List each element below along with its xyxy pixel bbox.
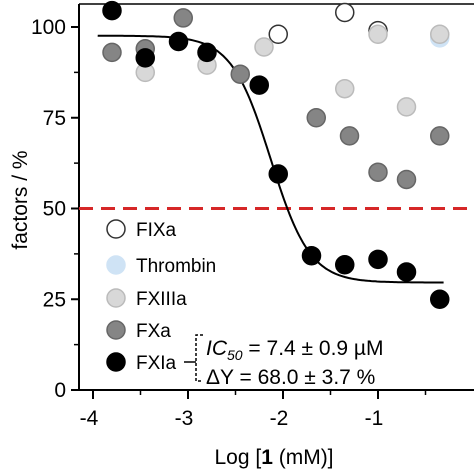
x-axis-label-prefix: Log [: [214, 446, 261, 469]
point-fxia: [249, 75, 269, 95]
point-fxia: [168, 31, 189, 52]
point-fxia: [135, 48, 155, 68]
point-fxiiia: [254, 37, 274, 57]
y-ticks: 0 25 50 75 100: [31, 16, 79, 402]
delta-y-annotation: ΔY = 68.0 ± 3.7 %: [206, 366, 375, 389]
point-fxia: [102, 0, 122, 21]
point-fxiiia: [368, 24, 388, 45]
fit-annotation: IC50 = 7.4 ± 0.9 µM ΔY = 68.0 ± 3.7 %: [184, 334, 384, 389]
annotation-bracket: [195, 334, 203, 382]
x-tick-label: -2: [270, 407, 289, 430]
y-tick-label: 75: [43, 107, 66, 130]
legend-marker-thrombin: [106, 255, 126, 275]
x-tick-label: -4: [80, 407, 99, 430]
legend-label-fixa: FIXa: [136, 220, 177, 241]
legend-label-fxa: FXa: [136, 321, 171, 342]
point-fxa: [396, 169, 417, 190]
x-axis-label-suffix: (mM)]: [273, 446, 334, 469]
point-fxa: [230, 64, 250, 84]
point-fxia: [368, 249, 388, 270]
legend-marker-fixa: [106, 219, 126, 239]
point-fxia: [301, 245, 322, 266]
point-fxa: [339, 126, 360, 146]
legend-label-fxiiia: FXIIIa: [136, 289, 187, 310]
legend: FIXa Thrombin FXIIIa FXa FXIa: [106, 219, 216, 374]
point-fxiiia: [335, 78, 355, 99]
point-fxia: [197, 42, 217, 63]
point-fxiiia: [396, 97, 417, 117]
point-fxia: [268, 164, 288, 184]
x-tick-label: -3: [175, 407, 194, 430]
point-fxia: [396, 262, 417, 282]
data-points: [102, 0, 450, 309]
point-fxia: [430, 289, 450, 309]
point-fxa: [102, 42, 122, 63]
fxia-fit-curve: [97, 34, 444, 284]
point-fxa: [173, 8, 193, 28]
legend-marker-fxa: [106, 320, 126, 340]
point-fxia: [335, 255, 355, 275]
point-fxa: [430, 126, 450, 146]
point-fxa: [306, 108, 326, 128]
legend-marker-fxiiia: [106, 288, 126, 308]
y-tick-label: 100: [31, 16, 66, 39]
y-tick-label: 50: [43, 198, 66, 221]
x-axis-label-bold: 1: [261, 446, 273, 469]
point-fixa: [268, 24, 288, 45]
ic50-annotation: IC50 = 7.4 ± 0.9 µM: [206, 337, 384, 363]
legend-marker-fxia: [106, 352, 126, 372]
x-ticks: -4 -3 -2 -1: [80, 390, 427, 430]
x-axis-label: Log [1 (mM)]: [214, 446, 333, 469]
point-fixa: [335, 2, 355, 23]
point-fxiiia: [430, 24, 450, 45]
legend-label-fxia: FXIa: [136, 353, 177, 374]
legend-label-thrombin: Thrombin: [136, 256, 216, 277]
x-tick-label: -1: [365, 407, 384, 430]
y-axis-label: factors / %: [9, 150, 32, 249]
point-fxa: [368, 162, 388, 182]
y-tick-label: 25: [43, 288, 66, 311]
y-tick-label: 0: [54, 379, 66, 402]
